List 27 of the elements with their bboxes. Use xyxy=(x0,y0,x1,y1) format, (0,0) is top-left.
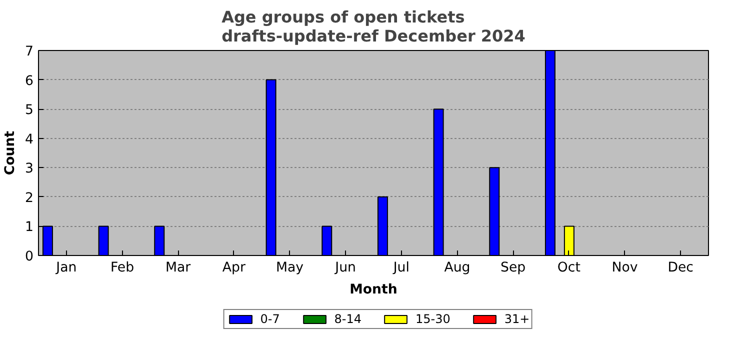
x-tick-label: Jun xyxy=(334,260,356,276)
x-tick-label: Dec xyxy=(668,260,694,276)
x-tick-label: Apr xyxy=(222,260,246,276)
x-tick-label: May xyxy=(276,260,304,276)
x-axis-title: Month xyxy=(350,282,398,298)
y-tick-label: 6 xyxy=(25,74,34,89)
legend-label: 31+ xyxy=(504,312,530,326)
legend-label: 0-7 xyxy=(260,312,280,326)
x-tick-label: Jan xyxy=(55,260,77,276)
legend-label: 8-14 xyxy=(334,312,362,326)
x-tick-label: Nov xyxy=(612,260,638,276)
x-tick-label: Oct xyxy=(557,260,580,276)
x-tick-label: Feb xyxy=(110,260,134,276)
y-tick-label: 0 xyxy=(25,250,34,264)
x-tick-label: Sep xyxy=(500,260,526,276)
x-tick-label: Jul xyxy=(392,260,410,276)
chart-title: Age groups of open tickets drafts-update-ref December 2024 xyxy=(222,8,526,46)
y-tick-label: 5 xyxy=(25,103,34,118)
y-tick-label: 7 xyxy=(25,44,34,60)
y-tick-label: 3 xyxy=(25,162,34,177)
y-tick-label: 2 xyxy=(25,190,34,206)
y-axis-title: Count xyxy=(3,130,18,176)
y-tick-label: 4 xyxy=(25,132,34,148)
y-tick-label: 1 xyxy=(25,220,34,236)
x-tick-label: Aug xyxy=(444,260,470,276)
legend-label: 15-30 xyxy=(416,312,450,326)
x-tick-label: Mar xyxy=(166,260,192,276)
